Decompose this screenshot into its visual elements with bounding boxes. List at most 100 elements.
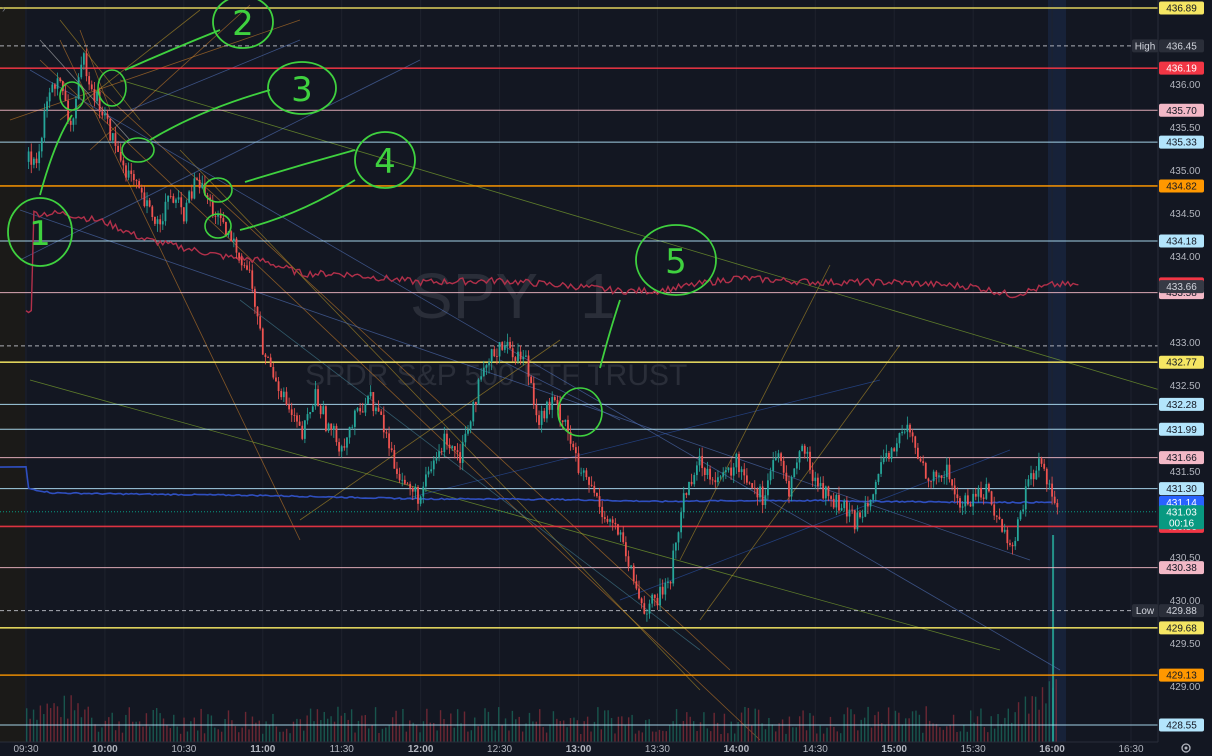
price-tick-label: 433.00 xyxy=(1170,338,1201,349)
hilo-price-tag xyxy=(1159,604,1204,618)
annotation-arrow xyxy=(244,149,356,183)
annotation-small-circle xyxy=(204,213,232,239)
volume-bar xyxy=(101,727,103,742)
candle-body xyxy=(593,485,596,493)
candle-body xyxy=(638,588,640,599)
trendline xyxy=(59,19,141,121)
candle-body xyxy=(819,483,822,487)
candle-body xyxy=(822,483,825,499)
candle-body xyxy=(335,425,338,443)
volume-bar xyxy=(350,709,353,742)
candle-body xyxy=(259,316,262,329)
candle-body xyxy=(385,432,388,434)
volume-bar xyxy=(224,718,226,742)
candle-body xyxy=(574,447,577,454)
volume-bar xyxy=(456,709,459,742)
candle-body xyxy=(619,532,622,535)
candle-body xyxy=(974,493,977,497)
volume-bar xyxy=(303,730,305,742)
candle-body xyxy=(945,464,948,478)
price-axis[interactable] xyxy=(1158,0,1212,742)
volume-bar xyxy=(121,732,124,742)
candle-body xyxy=(774,457,777,461)
candle-body xyxy=(148,200,151,207)
candle-body xyxy=(735,453,738,468)
volume-bar xyxy=(292,721,295,742)
volume-bar xyxy=(306,715,308,742)
trendline xyxy=(699,344,901,621)
price-level-tag xyxy=(1159,561,1204,575)
candle-body xyxy=(951,479,953,486)
candle-body xyxy=(503,346,506,350)
candle-body xyxy=(364,403,367,413)
candle-body xyxy=(835,495,838,508)
candle-body xyxy=(909,424,911,433)
volume-bar xyxy=(1031,696,1033,742)
candle-body xyxy=(446,433,448,445)
annotation-arrow xyxy=(599,299,621,369)
candle-body xyxy=(390,448,393,451)
price-level-tag-text: 429.13 xyxy=(1166,671,1197,682)
time-tick-label: 16:00 xyxy=(1039,744,1065,755)
price-level-tag xyxy=(1159,179,1204,193)
volume-bar xyxy=(87,706,89,742)
candle-body xyxy=(935,471,938,477)
indicator-series-line xyxy=(25,209,1079,314)
candle-body xyxy=(685,493,688,495)
hilo-name-text: Low xyxy=(1136,606,1155,617)
volume-bar xyxy=(840,733,842,742)
candle-body xyxy=(193,178,196,199)
volume-bar xyxy=(586,716,589,742)
volume-bar xyxy=(973,722,975,742)
volume-bar xyxy=(795,727,797,742)
candle-body xyxy=(98,91,101,112)
volume-bar xyxy=(710,731,712,742)
trendline xyxy=(129,39,301,111)
volume-bar xyxy=(504,718,507,742)
volume-bar xyxy=(275,726,278,742)
candle-body xyxy=(795,462,798,469)
gear-icon[interactable] xyxy=(1181,743,1191,753)
candle-body xyxy=(682,493,685,513)
candle-body xyxy=(501,342,504,350)
volume-bar xyxy=(798,716,801,742)
volume-bar xyxy=(234,726,237,742)
volume-bar xyxy=(894,710,897,742)
candle-body xyxy=(764,495,767,506)
volume-bar xyxy=(576,720,579,742)
volume-bar xyxy=(152,709,154,742)
candle-body xyxy=(798,451,801,463)
volume-bar xyxy=(969,710,972,742)
candle-body xyxy=(906,424,909,432)
candle-body xyxy=(46,101,48,112)
candle-body xyxy=(632,565,635,582)
volume-bar xyxy=(299,719,302,742)
price-level-tag xyxy=(1159,135,1204,149)
candle-body xyxy=(1003,529,1006,532)
volume-bar xyxy=(874,715,876,742)
collapse-arrow-icon[interactable]: › xyxy=(2,4,5,15)
volume-bar xyxy=(337,706,339,742)
volume-bar xyxy=(142,726,144,742)
candle-body xyxy=(840,508,843,511)
volume-bar xyxy=(915,710,917,742)
watermark-description: SPDR S&P 500 ETF TRUST xyxy=(305,359,687,392)
volume-bar xyxy=(908,718,910,742)
candle-body xyxy=(827,486,830,497)
time-axis[interactable] xyxy=(0,742,1212,756)
volume-bar xyxy=(125,714,127,742)
premarket-shade xyxy=(0,0,25,742)
volume-bar xyxy=(881,723,883,742)
volume-bar xyxy=(645,720,647,742)
volume-bar xyxy=(46,703,48,742)
trendline-drawings xyxy=(9,4,1161,741)
volume-bar xyxy=(231,720,233,742)
candle-body xyxy=(674,542,677,551)
volume-bar xyxy=(398,724,401,742)
candle-body xyxy=(238,252,241,259)
candle-body xyxy=(569,432,572,444)
last-price-tag xyxy=(1159,505,1204,530)
volume-bar xyxy=(692,721,695,742)
